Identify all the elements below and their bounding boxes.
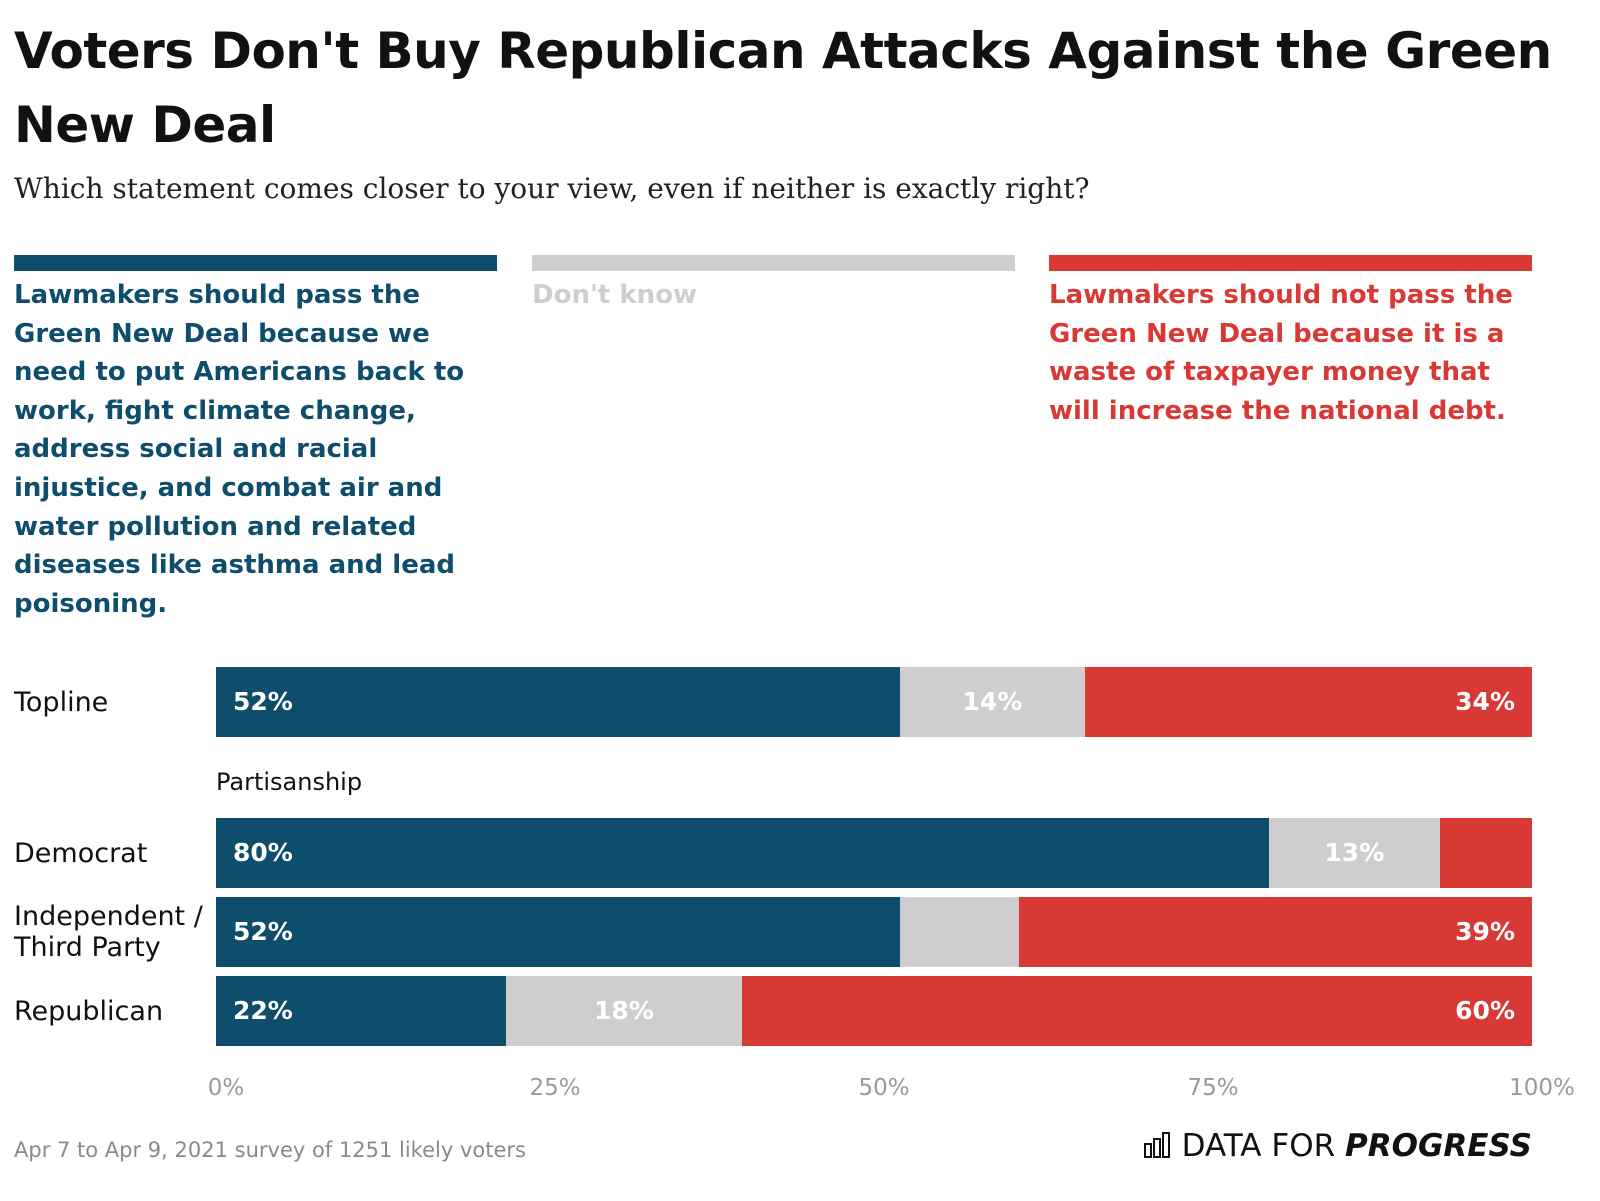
x-tick-label: 25% bbox=[529, 1075, 581, 1101]
bar-segment bbox=[900, 667, 1085, 737]
legend-swatch bbox=[14, 255, 497, 271]
x-tick-label: 0% bbox=[207, 1075, 245, 1101]
value-label: 13% bbox=[1324, 838, 1385, 867]
value-label: 18% bbox=[594, 996, 654, 1025]
chart-subtitle: Which statement comes closer to your vie… bbox=[14, 172, 1090, 205]
footnote: Apr 7 to Apr 9, 2021 survey of 1251 like… bbox=[14, 1138, 526, 1162]
bar-segment bbox=[742, 976, 1532, 1046]
value-label: 39% bbox=[1455, 917, 1515, 946]
source-prefix: DATA FOR bbox=[1181, 1128, 1336, 1164]
y-tick-label: Independent / Third Party bbox=[14, 901, 203, 963]
bar-segment bbox=[216, 897, 901, 967]
bar-segment bbox=[505, 976, 743, 1046]
legend-swatch bbox=[532, 255, 1015, 271]
value-label: 52% bbox=[233, 917, 293, 946]
y-tick-label: Topline bbox=[14, 686, 109, 718]
bar-segment bbox=[900, 897, 1019, 967]
value-label: 14% bbox=[962, 687, 1023, 716]
group-label: Partisanship bbox=[216, 768, 363, 796]
bar-segment bbox=[1268, 818, 1440, 888]
x-tick-label: 50% bbox=[858, 1075, 910, 1101]
legend-label: Lawmakers should pass the Green New Deal… bbox=[14, 280, 465, 619]
value-label: 22% bbox=[233, 996, 293, 1025]
legend-label: Lawmakers should not pass the Green New … bbox=[1049, 280, 1513, 426]
bar-segment bbox=[216, 976, 506, 1046]
x-tick-label: 100% bbox=[1509, 1075, 1575, 1101]
logo-icon bbox=[1143, 1132, 1170, 1158]
y-tick-label: Democrat bbox=[14, 837, 148, 869]
y-tick-label: Republican bbox=[14, 995, 164, 1027]
value-label: 34% bbox=[1455, 687, 1515, 716]
source-logo: DATA FOR PROGRESS bbox=[1143, 1128, 1532, 1164]
value-label: 52% bbox=[233, 687, 293, 716]
bar-segment bbox=[216, 818, 1269, 888]
value-label: 80% bbox=[233, 838, 293, 867]
value-label: 60% bbox=[1455, 996, 1515, 1025]
legend-swatch bbox=[1049, 255, 1532, 271]
bar-segment bbox=[216, 667, 901, 737]
bar-segment bbox=[1439, 818, 1532, 888]
x-tick-label: 75% bbox=[1187, 1075, 1239, 1101]
source-emphasis: PROGRESS bbox=[1345, 1128, 1532, 1164]
bar-segment bbox=[1018, 897, 1532, 967]
legend-label: Don't know bbox=[532, 280, 698, 310]
chart-title: Voters Don't Buy Republican Attacks Agai… bbox=[14, 22, 1552, 154]
bar-segment bbox=[1084, 667, 1532, 737]
